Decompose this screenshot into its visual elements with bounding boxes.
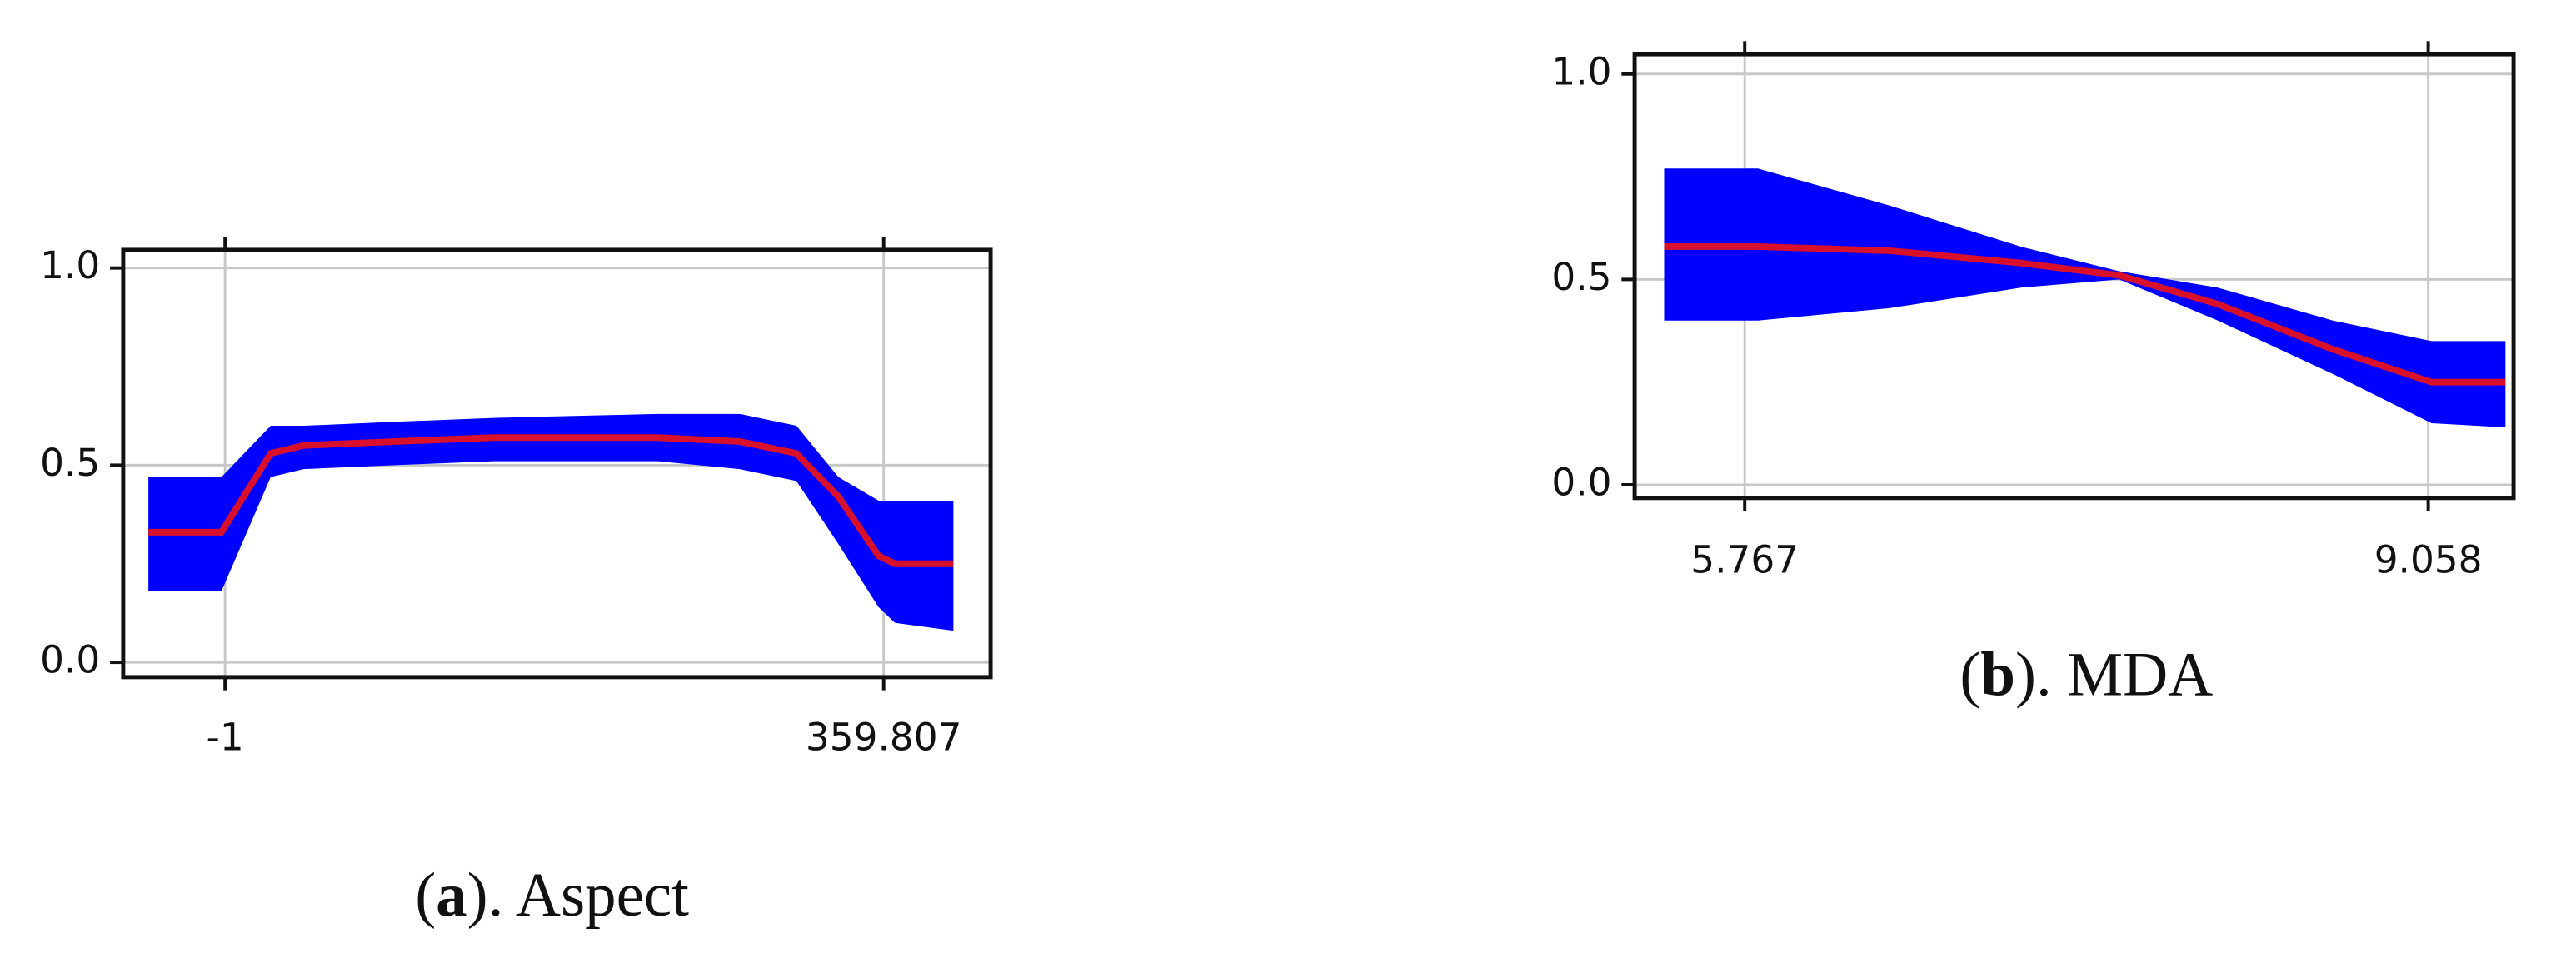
caption: (b). MDA — [1959, 641, 2213, 710]
caption-part: ). Aspect — [467, 861, 689, 930]
y-tick-label: 0.0 — [40, 638, 100, 682]
x-tick-label: 5.767 — [1690, 537, 1799, 581]
caption: (a). Aspect — [415, 861, 689, 930]
plot-frame — [1632, 52, 2516, 501]
y-tick-label: 0.5 — [1551, 255, 1611, 299]
confidence-band — [1664, 168, 2506, 427]
caption-part: ). MDA — [2015, 641, 2213, 710]
y-tick-label: 1.0 — [1551, 49, 1611, 93]
x-tick-label: 9.058 — [2374, 537, 2483, 581]
caption-part: ( — [1959, 641, 1980, 710]
x-tick-label: -1 — [207, 715, 244, 759]
confidence-band — [148, 413, 954, 631]
y-tick-label: 0.0 — [1551, 461, 1611, 505]
y-tick-label: 0.5 — [40, 441, 100, 485]
caption-part: b — [1980, 641, 2015, 710]
plot-frame — [121, 247, 993, 680]
mean-line — [1664, 243, 2506, 386]
caption-part: ( — [415, 861, 436, 930]
y-tick-label: 1.0 — [40, 243, 100, 287]
x-tick-label: 359.807 — [806, 715, 962, 759]
mean-line — [148, 434, 954, 567]
caption-part: a — [436, 861, 467, 930]
